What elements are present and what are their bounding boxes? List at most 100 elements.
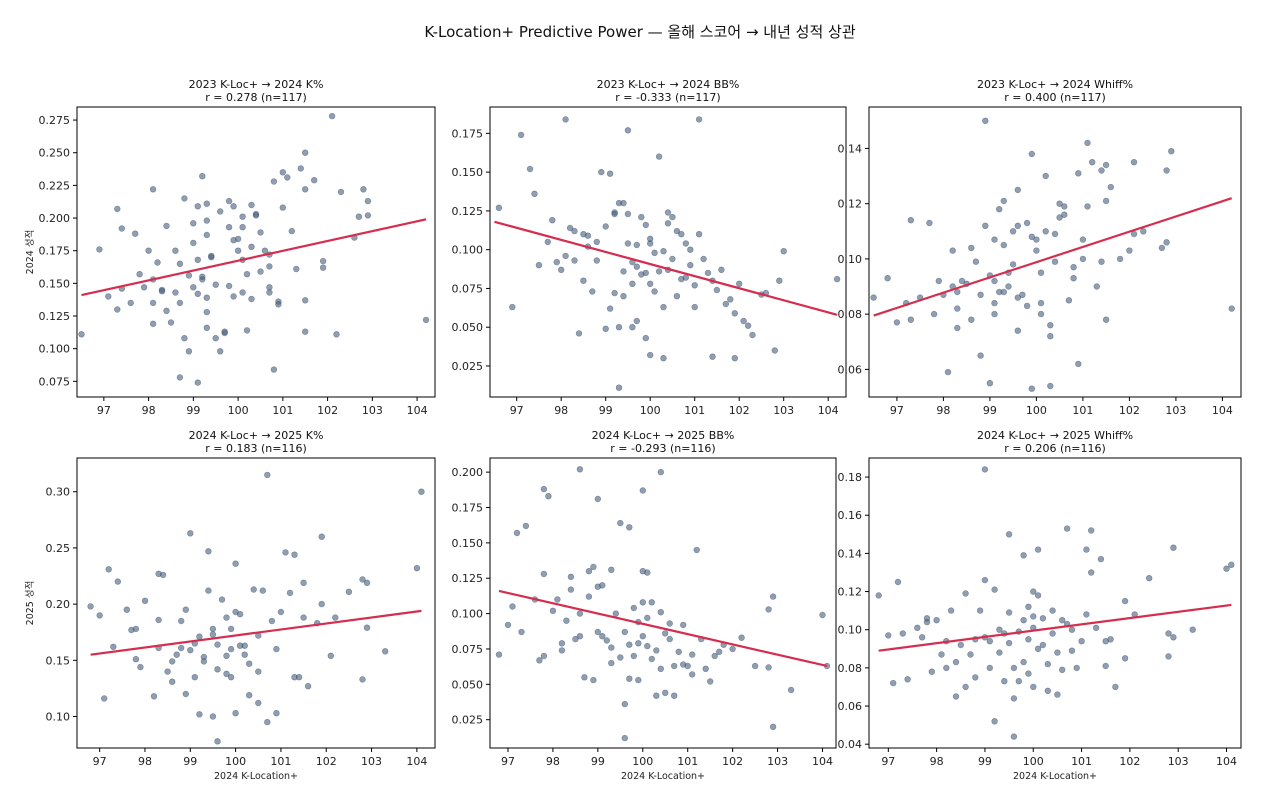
scatter-point [127, 299, 134, 307]
scatter-point [199, 173, 206, 180]
scatter-point [562, 252, 569, 260]
scatter-point [655, 153, 663, 160]
scatter-point [1000, 241, 1007, 249]
y-tick-label: 0.175 [39, 245, 71, 258]
scatter-panel-5: 2024 K-Loc+ → 2025 BB%r = -0.293 (n=116)… [452, 429, 837, 782]
scatter-point [333, 331, 340, 338]
scatter-point [907, 316, 914, 323]
scatter-point [154, 259, 161, 266]
y-tick-label: 0.100 [39, 343, 71, 356]
scatter-point [646, 280, 654, 287]
y-tick-label: 0.10 [838, 624, 863, 637]
scatter-point [1093, 283, 1101, 290]
scatter-point [191, 673, 199, 681]
scatter-point [172, 289, 179, 296]
scatter-points [495, 116, 841, 391]
scatter-point [695, 231, 703, 238]
scatter-point [185, 272, 193, 279]
scatter-point [655, 268, 663, 275]
scatter-point [203, 324, 211, 331]
scatter-point [1015, 677, 1022, 685]
scatter-point [972, 258, 980, 265]
scatter-point [123, 606, 131, 613]
scatter-point [118, 225, 126, 232]
scatter-point [679, 621, 687, 629]
scatter-point [695, 116, 703, 123]
scatter-point [630, 652, 637, 660]
x-tick-label: 102 [1119, 755, 1140, 768]
scatter-point [227, 645, 235, 653]
scatter-point [364, 197, 372, 205]
scatter-point [540, 570, 548, 578]
scatter-point [149, 299, 157, 307]
y-tick-label: 0.10 [838, 253, 863, 266]
panel-correlation: r = -0.293 (n=116) [610, 442, 715, 455]
scatter-point [615, 384, 623, 391]
scatter-point [145, 247, 152, 254]
scatter-point [243, 327, 251, 334]
scatter-point [1102, 316, 1110, 323]
scatter-point [114, 578, 122, 585]
y-tick-label: 0.06 [838, 363, 863, 376]
scatter-point [223, 614, 230, 621]
scatter-point [1070, 275, 1077, 282]
scatter-point [702, 665, 709, 672]
scatter-point [691, 282, 698, 289]
scatter-point [149, 320, 157, 327]
scatter-point [319, 257, 327, 265]
scatter-point [644, 614, 651, 622]
scatter-point [1051, 230, 1059, 238]
x-tick-label: 99 [591, 755, 605, 768]
scatter-point [986, 664, 993, 672]
scatter-point [682, 274, 689, 281]
scatter-point [241, 651, 248, 658]
scatter-point [952, 658, 960, 666]
scatter-point [982, 117, 989, 125]
scatter-point [633, 241, 640, 249]
scatter-point [629, 324, 636, 331]
plot-frame [489, 106, 847, 398]
scatter-point [1075, 360, 1082, 368]
x-tick-label: 98 [936, 404, 950, 417]
scatter-point [172, 247, 179, 254]
scatter-point [660, 303, 667, 311]
scatter-point [150, 693, 158, 700]
scatter-point [991, 586, 998, 593]
x-tick-label: 98 [554, 404, 568, 417]
scatter-point [345, 588, 353, 595]
scatter-point [132, 230, 139, 237]
scatter-point [509, 603, 516, 610]
scatter-point [954, 305, 961, 312]
scatter-point [302, 186, 309, 193]
panel-correlation: r = 0.278 (n=117) [205, 91, 307, 104]
scatter-point [495, 651, 503, 658]
scatter-point [995, 206, 1003, 213]
scatter-point [1098, 258, 1105, 265]
panel-title: 2023 K-Loc+ → 2024 Whiff% [977, 78, 1133, 91]
x-axis-label: 2024 K-Location+ [621, 771, 705, 782]
scatter-point [1047, 333, 1054, 340]
scatter-point [780, 248, 787, 255]
x-tick-label: 99 [983, 404, 997, 417]
scatter-point [96, 246, 103, 253]
scatter-point [141, 597, 149, 604]
scatter-point [765, 606, 772, 613]
scatter-point [962, 683, 969, 691]
scatter-point [187, 530, 194, 537]
scatter-point [621, 734, 628, 742]
scatter-point [282, 549, 289, 556]
scatter-point [651, 249, 658, 257]
y-tick-label: 0.18 [838, 471, 863, 484]
scatter-point [140, 284, 148, 291]
scatter-point [167, 319, 175, 326]
scatter-point [982, 222, 989, 230]
scatter-point [602, 223, 609, 230]
scatter-point [337, 188, 345, 196]
scatter-point [304, 682, 312, 690]
scatter-point [581, 674, 588, 681]
y-tick-label: 0.20 [46, 598, 71, 611]
scatter-point [359, 676, 366, 683]
scatter-point [149, 186, 157, 193]
scatter-point [221, 328, 228, 335]
scatter-point [517, 131, 525, 139]
